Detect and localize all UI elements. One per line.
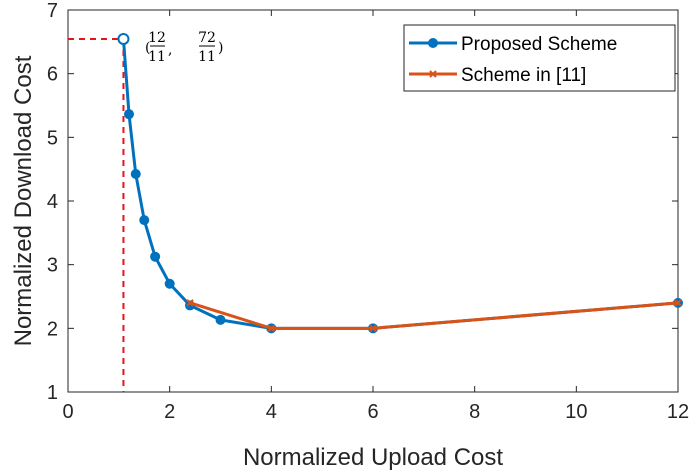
annotation-open-paren: (: [145, 40, 150, 56]
annotation-label: ( 12 11 , 72 11 ): [145, 30, 223, 65]
y-tick-label: 7: [47, 0, 58, 22]
data-point: [150, 251, 161, 262]
x-tick-label: 4: [266, 401, 277, 423]
annotation-x-numerator: 12: [148, 30, 166, 46]
data-point-x: [369, 324, 377, 333]
y-tick-label: 6: [47, 64, 58, 86]
series-line-1: [189, 301, 679, 330]
annotation-x-denominator: 11: [148, 49, 166, 65]
data-point: [164, 278, 175, 289]
x-tick-label: 12: [667, 401, 689, 423]
x-tick-label: 8: [469, 401, 480, 423]
legend-label-scheme11: Scheme in [11]: [461, 65, 586, 86]
y-tick-label: 2: [47, 318, 58, 340]
x-tick-label: 6: [367, 401, 378, 423]
data-point-x: [674, 299, 682, 307]
y-tick-label: 4: [47, 191, 58, 213]
data-point-x: [267, 324, 276, 333]
annotation-y-denominator: 11: [198, 49, 216, 65]
legend-marker-proposed: [428, 38, 438, 48]
data-point-x: [186, 299, 194, 307]
annotation-guides: [68, 37, 125, 392]
y-tick-label: 5: [47, 127, 58, 149]
legend-box: [403, 24, 676, 92]
data-point: [124, 109, 134, 120]
x-tick-label: 10: [565, 401, 587, 423]
x-tick-label: 2: [164, 401, 175, 423]
x-tick-label: 0: [62, 401, 73, 423]
x-axis-label: Normalized Upload Cost: [243, 444, 503, 471]
annotation-y-numerator: 72: [198, 30, 216, 46]
series-layer: [117, 32, 683, 334]
data-point: [139, 215, 150, 226]
legend-label-proposed: Proposed Scheme: [461, 34, 617, 55]
data-point: [130, 169, 141, 180]
annotation-close-paren: ): [218, 40, 223, 56]
legend-marker-scheme11: [429, 70, 437, 78]
data-point: [215, 314, 226, 325]
legend: Proposed Scheme Scheme in [11]: [403, 24, 676, 92]
annotation-comma: ,: [168, 42, 172, 58]
annotation-point: [117, 32, 130, 45]
y-tick-label: 3: [47, 255, 58, 277]
y-axis-label: Normalized Download Cost: [10, 55, 37, 346]
y-tick-label: 1: [47, 382, 58, 404]
